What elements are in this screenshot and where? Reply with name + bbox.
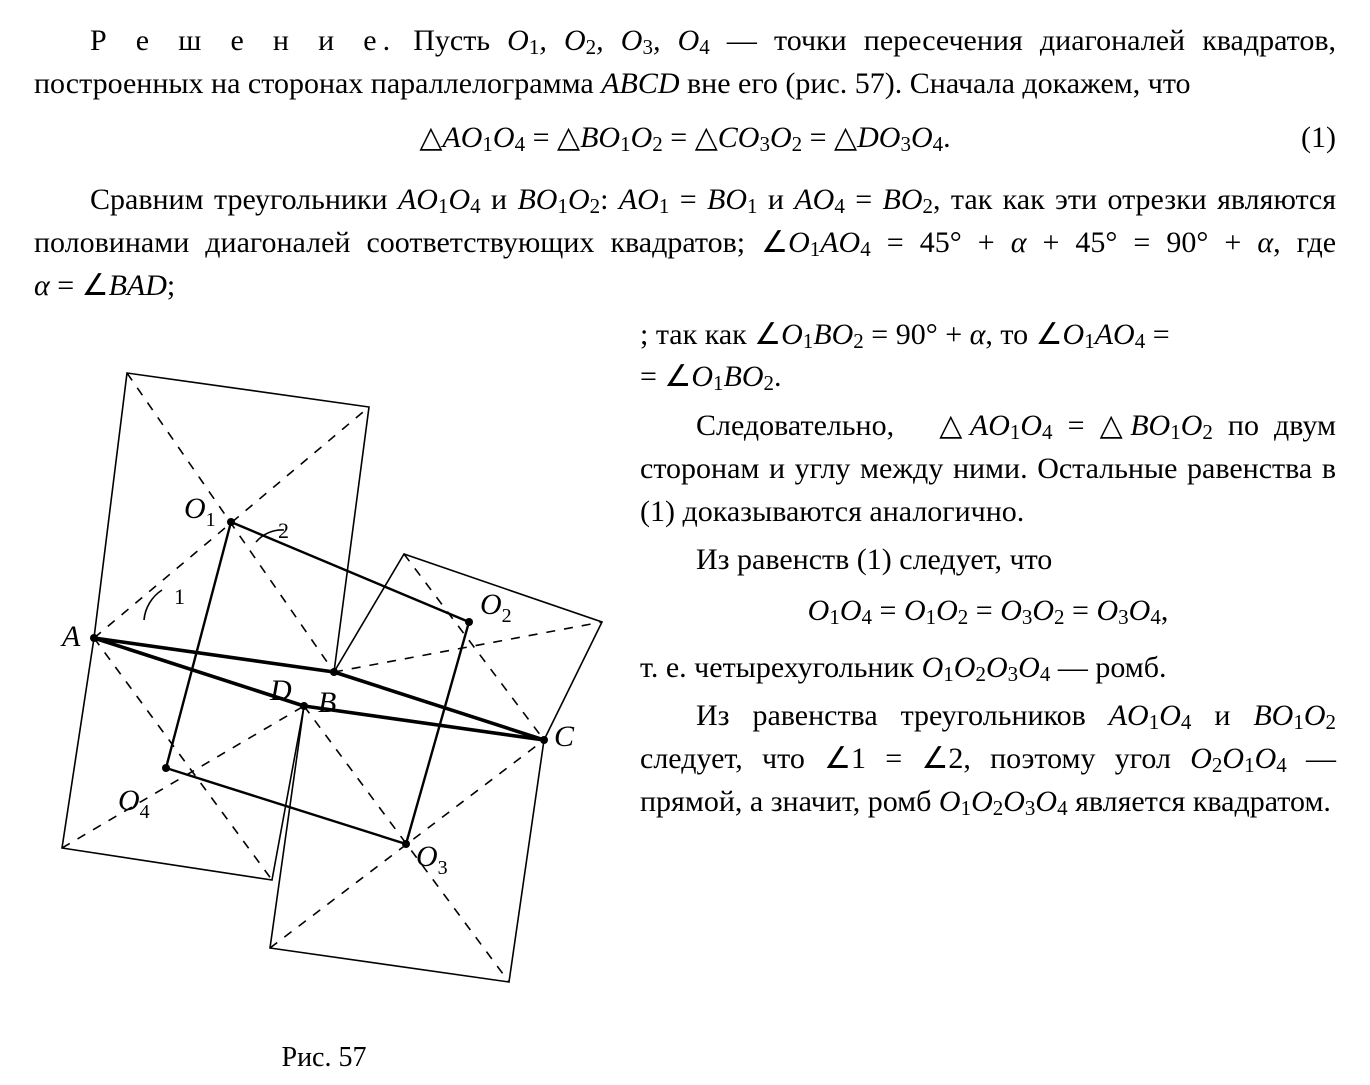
- eq2-body: O1O4 = O1O2 = O3O2 = O3O4,: [808, 594, 1169, 627]
- p2-eq2: AO4 = BO2: [794, 183, 933, 216]
- figure-57: A B C D O1 O2 O3 O4 1 2 Рис. 57: [34, 320, 614, 1078]
- p2d: ; так как: [640, 318, 754, 351]
- svg-text:O3: O3: [416, 840, 448, 879]
- svg-text:O2: O2: [480, 588, 512, 627]
- p6e: является квадратом.: [1068, 785, 1331, 818]
- p2-and: и: [481, 183, 518, 216]
- eq1-body: △AO1O4 = △BO1O2 = △CO3O2 = △DO3O4.: [419, 117, 950, 160]
- p1-abcd: ABCD: [601, 67, 679, 100]
- p3-eq: △AO1O4 = △BO1O2: [939, 409, 1213, 442]
- figure-57-caption: Рис. 57: [34, 1038, 614, 1078]
- p2-colon: :: [600, 183, 619, 216]
- paragraph-1: Р е ш е н и е. Пусть O1, O2, O3, O4 — то…: [34, 20, 1336, 105]
- p2-angle: ∠O1AO4 = 45° + α + 45° = 90° + α: [761, 226, 1273, 259]
- p6b: следует, что: [640, 742, 824, 775]
- p6-t2: BO1O2: [1253, 699, 1336, 732]
- p2e: , то: [985, 318, 1035, 351]
- p6-ang: ∠1 = ∠2: [824, 742, 963, 775]
- p6c: , поэтому угол: [963, 742, 1190, 775]
- paragraph-2: Сравним треугольники AO1O4 и BO1O2: AO1 …: [34, 179, 1336, 307]
- p5b: — ромб.: [1050, 651, 1166, 684]
- eq1-number: (1): [1301, 117, 1336, 160]
- p2-eq1: AO1 = BO1: [619, 183, 758, 216]
- p2-ang3: ∠O1AO4 =: [1036, 318, 1170, 351]
- svg-text:2: 2: [278, 518, 289, 543]
- p2c: , где: [1273, 226, 1336, 259]
- p6a: Из равенства треугольников: [696, 699, 1109, 732]
- svg-text:C: C: [554, 720, 575, 753]
- svg-text:A: A: [60, 620, 81, 653]
- p2-alpha: α = ∠BAD: [34, 269, 167, 302]
- p4: Из равенств (1) следует, что: [696, 543, 1052, 576]
- p2-t2: BO1O2: [517, 183, 600, 216]
- svg-text:O1: O1: [184, 492, 216, 531]
- svg-text:O4: O4: [118, 784, 150, 823]
- p6-t1: AO1O4: [1109, 699, 1192, 732]
- p6-quad: O1O2O3O4: [939, 785, 1068, 818]
- p6-o: O2O1O4: [1190, 742, 1287, 775]
- p5-quad: O1O2O3O4: [922, 651, 1051, 684]
- p2-ang2: ∠O1BO2 = 90° + α: [754, 318, 985, 351]
- p5: т. е. четырехугольник: [640, 651, 922, 684]
- page-root: Р е ш е н и е. Пусть O1, O2, O3, O4 — то…: [0, 0, 1370, 1085]
- figure-57-svg: A B C D O1 O2 O3 O4 1 2: [34, 320, 614, 1020]
- svg-text:1: 1: [174, 584, 185, 609]
- p1a: Пусть: [396, 24, 507, 57]
- p2a: Сравним треугольники: [90, 183, 398, 216]
- p2-t1: AO1O4: [398, 183, 481, 216]
- p6-and: и: [1191, 699, 1253, 732]
- svg-text:B: B: [318, 686, 336, 719]
- p3a: Следовательно,: [696, 409, 909, 442]
- p1c: вне его (рис. 57). Сначала докажем, что: [680, 67, 1191, 100]
- p2-ang3b: = ∠O1BO2.: [640, 360, 782, 393]
- svg-text:D: D: [269, 674, 292, 707]
- solution-label: Р е ш е н и е.: [90, 24, 396, 57]
- p1-points: O1, O2, O3, O4: [507, 24, 710, 57]
- equation-1: △AO1O4 = △BO1O2 = △CO3O2 = △DO3O4. (1): [34, 115, 1336, 161]
- p2-and2: и: [758, 183, 795, 216]
